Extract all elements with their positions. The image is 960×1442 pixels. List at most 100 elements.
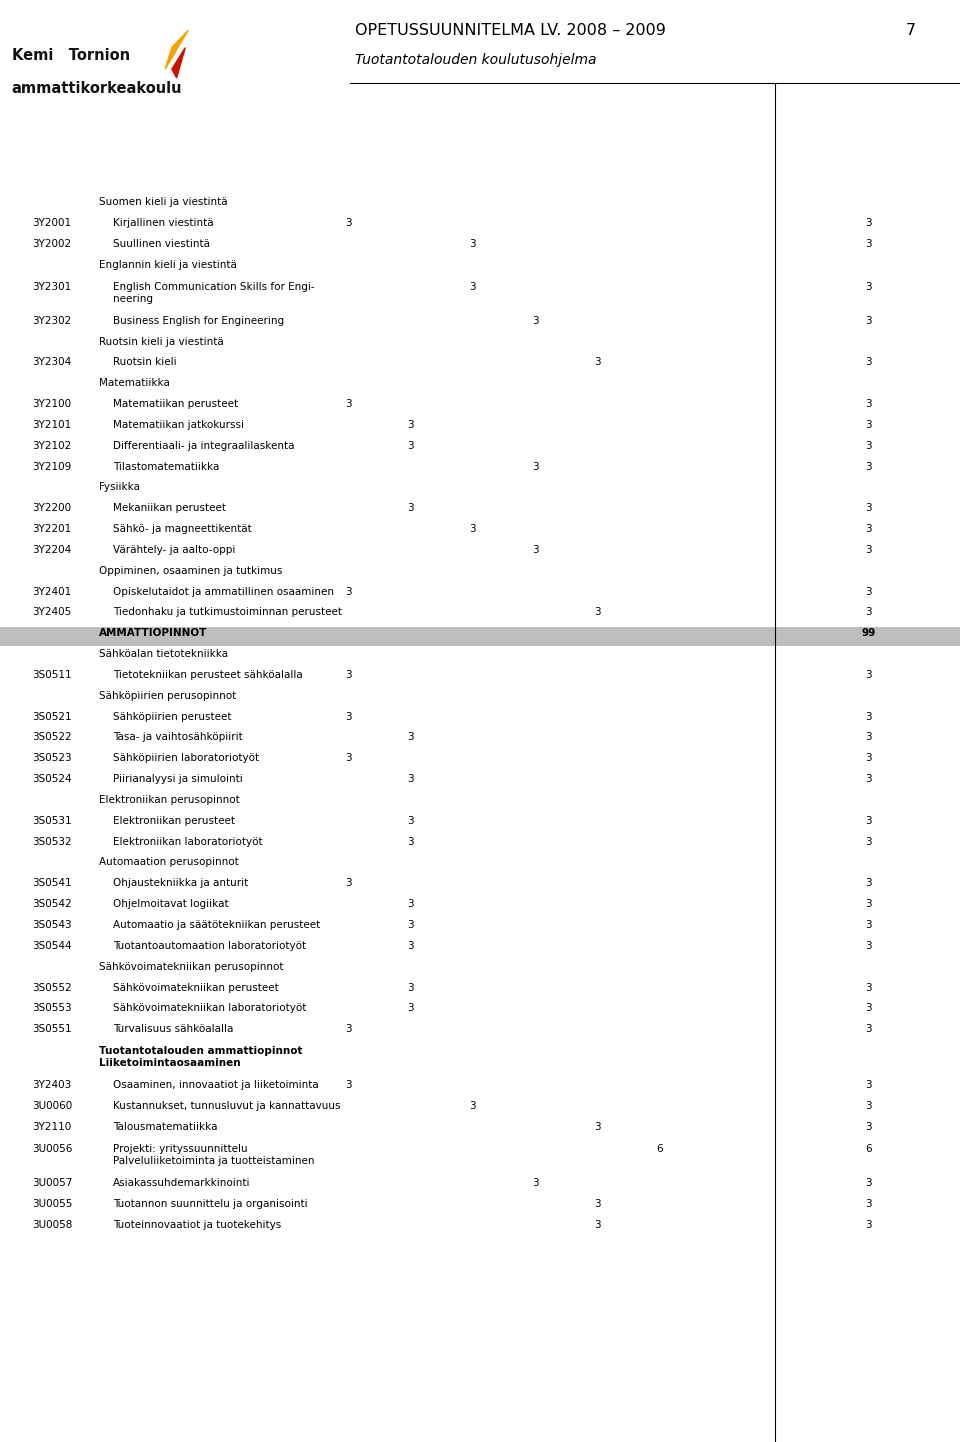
Text: Matematiikan perusteet: Matematiikan perusteet <box>113 399 238 410</box>
Text: 3: 3 <box>866 1024 872 1034</box>
Text: Sähköpiirien perusopinnot: Sähköpiirien perusopinnot <box>99 691 236 701</box>
Text: 3: 3 <box>345 1080 351 1090</box>
Text: 3: 3 <box>407 836 414 846</box>
Text: Suullinen viestintä: Suullinen viestintä <box>113 239 210 248</box>
Text: Turvalisuus sähköalalla: Turvalisuus sähköalalla <box>113 1024 233 1034</box>
Text: 3: 3 <box>866 878 872 888</box>
Text: 3: 3 <box>469 523 476 534</box>
Text: 3Y2002: 3Y2002 <box>32 239 71 248</box>
Text: 3: 3 <box>866 1220 872 1230</box>
Text: 3U0057: 3U0057 <box>32 1178 72 1188</box>
Text: Fysiikka: Fysiikka <box>99 483 140 492</box>
Text: 3: 3 <box>345 218 351 228</box>
Text: English Communication Skills for Engi-
neering: English Communication Skills for Engi- n… <box>113 281 315 304</box>
Text: Ohjelmoitavat logiikat: Ohjelmoitavat logiikat <box>113 900 228 908</box>
Text: 3: 3 <box>866 503 872 513</box>
Text: Sähkövoimatekniikan laboratoriotyöt: Sähkövoimatekniikan laboratoriotyöt <box>113 1004 306 1014</box>
Text: 3: 3 <box>594 1122 601 1132</box>
Text: Talousmatematiikka: Talousmatematiikka <box>113 1122 218 1132</box>
Text: 3S0522: 3S0522 <box>32 733 71 743</box>
Text: Ohjaustekniikka ja anturit: Ohjaustekniikka ja anturit <box>113 878 249 888</box>
Text: 3: 3 <box>345 1024 351 1034</box>
Text: 3: 3 <box>594 1220 601 1230</box>
Text: 3: 3 <box>407 982 414 992</box>
Text: Business English for Engineering: Business English for Engineering <box>113 316 284 326</box>
Text: Tuotannon suunnittelu ja organisointi: Tuotannon suunnittelu ja organisointi <box>113 1200 308 1208</box>
Text: 3: 3 <box>532 316 539 326</box>
Text: Suomen kieli ja viestintä: Suomen kieli ja viestintä <box>99 198 228 208</box>
Text: Sähköpiirien laboratoriotyöt: Sähköpiirien laboratoriotyöt <box>113 753 259 763</box>
Text: Tuoteinnovaatiot ja tuotekehitys: Tuoteinnovaatiot ja tuotekehitys <box>113 1220 281 1230</box>
Text: Kemi   Tornion: Kemi Tornion <box>12 48 130 62</box>
Text: 3Y2102: 3Y2102 <box>32 441 71 451</box>
Text: 3Y2201: 3Y2201 <box>32 523 71 534</box>
Text: 3: 3 <box>866 587 872 597</box>
Text: 3S0532: 3S0532 <box>32 836 71 846</box>
Text: 3: 3 <box>469 239 476 248</box>
Text: 3: 3 <box>532 461 539 472</box>
Text: 3: 3 <box>866 920 872 930</box>
Text: 3: 3 <box>407 940 414 950</box>
Text: 3: 3 <box>866 523 872 534</box>
Text: 3S0553: 3S0553 <box>32 1004 71 1014</box>
Text: 3: 3 <box>866 316 872 326</box>
Text: 3: 3 <box>407 816 414 826</box>
Text: 3: 3 <box>866 239 872 248</box>
Text: Automaation perusopinnot: Automaation perusopinnot <box>99 858 239 868</box>
Text: 3: 3 <box>532 545 539 555</box>
Text: Matematiikan jatkokurssi: Matematiikan jatkokurssi <box>113 420 244 430</box>
Text: Tietotekniikan perusteet sähköalalla: Tietotekniikan perusteet sähköalalla <box>113 671 303 681</box>
Text: Oppiminen, osaaminen ja tutkimus: Oppiminen, osaaminen ja tutkimus <box>99 565 282 575</box>
Text: 3: 3 <box>345 753 351 763</box>
Text: Projekti: yrityssuunnittelu
Palveluliiketoiminta ja tuotteistaminen: Projekti: yrityssuunnittelu Palveluliike… <box>113 1144 315 1167</box>
Text: 3S0542: 3S0542 <box>32 900 71 908</box>
Text: Tasa- ja vaihtosähköpiirit: Tasa- ja vaihtosähköpiirit <box>113 733 243 743</box>
Text: 3: 3 <box>594 1200 601 1208</box>
Text: 3S0524: 3S0524 <box>32 774 71 784</box>
Text: 3: 3 <box>866 733 872 743</box>
Text: 3: 3 <box>532 1178 539 1188</box>
Text: 6: 6 <box>657 1144 663 1154</box>
Polygon shape <box>172 48 185 78</box>
Text: Ruotsin kieli: Ruotsin kieli <box>113 358 177 368</box>
Text: Tilastomatematiikka: Tilastomatematiikka <box>113 461 220 472</box>
Text: 3Y2204: 3Y2204 <box>32 545 71 555</box>
Text: 3: 3 <box>866 358 872 368</box>
Text: 3: 3 <box>407 920 414 930</box>
Polygon shape <box>165 30 188 69</box>
Text: Automaatio ja säätötekniikan perusteet: Automaatio ja säätötekniikan perusteet <box>113 920 321 930</box>
Text: 3Y2001: 3Y2001 <box>32 218 71 228</box>
Text: 3Y2101: 3Y2101 <box>32 420 71 430</box>
Text: 3: 3 <box>345 878 351 888</box>
Text: 3U0056: 3U0056 <box>32 1144 72 1154</box>
Text: OPETUSSUUNNITELMA LV. 2008 – 2009: OPETUSSUUNNITELMA LV. 2008 – 2009 <box>355 23 666 37</box>
Text: 3: 3 <box>407 441 414 451</box>
Text: Mekaniikan perusteet: Mekaniikan perusteet <box>113 503 227 513</box>
Text: 3Y2109: 3Y2109 <box>32 461 71 472</box>
Text: 3: 3 <box>407 420 414 430</box>
Text: 3S0543: 3S0543 <box>32 920 71 930</box>
Text: 3: 3 <box>866 1122 872 1132</box>
Text: Kustannukset, tunnusluvut ja kannattavuus: Kustannukset, tunnusluvut ja kannattavuu… <box>113 1102 341 1112</box>
Text: Sähkö- ja magneettikentät: Sähkö- ja magneettikentät <box>113 523 252 534</box>
Text: 3S0551: 3S0551 <box>32 1024 71 1034</box>
Text: 3U0058: 3U0058 <box>32 1220 72 1230</box>
Text: Tiedonhaku ja tutkimustoiminnan perusteet: Tiedonhaku ja tutkimustoiminnan perustee… <box>113 607 343 617</box>
Text: 3S0541: 3S0541 <box>32 878 71 888</box>
Text: 3: 3 <box>866 712 872 721</box>
Text: 3: 3 <box>345 671 351 681</box>
Text: 3Y2200: 3Y2200 <box>32 503 71 513</box>
Text: 3: 3 <box>866 940 872 950</box>
Text: 3: 3 <box>594 358 601 368</box>
Text: 3S0544: 3S0544 <box>32 940 71 950</box>
Text: 3S0552: 3S0552 <box>32 982 71 992</box>
Text: 3: 3 <box>866 836 872 846</box>
Text: 3: 3 <box>866 441 872 451</box>
Text: 3S0521: 3S0521 <box>32 712 71 721</box>
Bar <box>0 627 960 646</box>
Text: 3: 3 <box>407 900 414 908</box>
Text: Ruotsin kieli ja viestintä: Ruotsin kieli ja viestintä <box>99 336 224 346</box>
Text: Kirjallinen viestintä: Kirjallinen viestintä <box>113 218 214 228</box>
Text: 3: 3 <box>866 1102 872 1112</box>
Text: 3: 3 <box>345 399 351 410</box>
